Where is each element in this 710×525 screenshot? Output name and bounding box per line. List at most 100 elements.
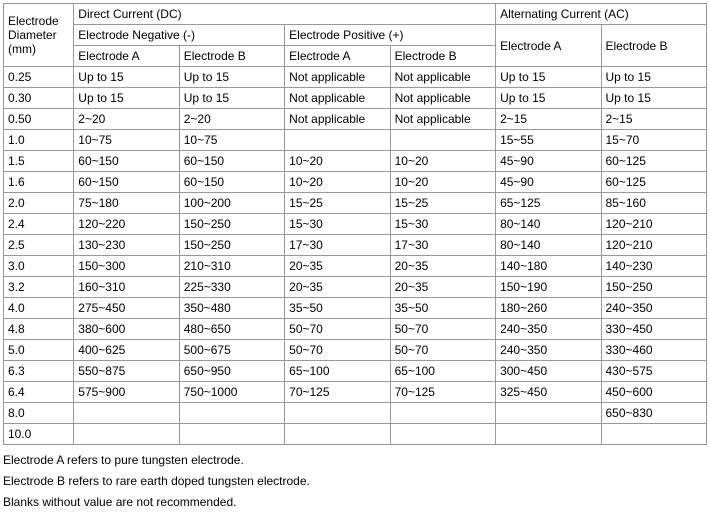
value-cell: 75~180: [74, 193, 179, 214]
value-cell: [179, 424, 284, 445]
header-negative: Electrode Negative (-): [74, 25, 285, 46]
value-cell: 650~830: [601, 403, 707, 424]
value-cell: 400~625: [74, 340, 179, 361]
value-cell: [390, 130, 495, 151]
value-cell: 10~20: [285, 172, 390, 193]
value-cell: Up to 15: [74, 88, 179, 109]
value-cell: 80~140: [496, 235, 601, 256]
value-cell: 65~125: [496, 193, 601, 214]
value-cell: 10~20: [390, 151, 495, 172]
value-cell: 350~480: [179, 298, 284, 319]
table-row: 6.3550~875650~95065~10065~100300~450430~…: [4, 361, 707, 382]
value-cell: 150~190: [496, 277, 601, 298]
table-row: 0.25Up to 15Up to 15Not applicableNot ap…: [4, 67, 707, 88]
value-cell: 325~450: [496, 382, 601, 403]
value-cell: 225~330: [179, 277, 284, 298]
header-dc: Direct Current (DC): [74, 4, 496, 25]
table-row: 0.30Up to 15Up to 15Not applicableNot ap…: [4, 88, 707, 109]
value-cell: Up to 15: [179, 67, 284, 88]
value-cell: 150~250: [601, 277, 707, 298]
value-cell: 50~70: [390, 340, 495, 361]
table-row: 1.560~15060~15010~2010~2045~9060~125: [4, 151, 707, 172]
value-cell: Up to 15: [601, 88, 707, 109]
value-cell: 550~875: [74, 361, 179, 382]
table-row: 2.075~180100~20015~2515~2565~12585~160: [4, 193, 707, 214]
note-line: Electrode A refers to pure tungsten elec…: [3, 451, 707, 470]
value-cell: Not applicable: [390, 88, 495, 109]
value-cell: 35~50: [285, 298, 390, 319]
value-cell: 45~90: [496, 172, 601, 193]
value-cell: Not applicable: [390, 109, 495, 130]
value-cell: Not applicable: [285, 67, 390, 88]
value-cell: [74, 403, 179, 424]
value-cell: [496, 403, 601, 424]
value-cell: 160~310: [74, 277, 179, 298]
value-cell: [390, 403, 495, 424]
note-line: Blanks without value are not recommended…: [3, 493, 707, 512]
value-cell: Up to 15: [496, 67, 601, 88]
value-cell: 2~20: [179, 109, 284, 130]
value-cell: 20~35: [390, 256, 495, 277]
value-cell: 275~450: [74, 298, 179, 319]
value-cell: 430~575: [601, 361, 707, 382]
value-cell: 17~30: [285, 235, 390, 256]
value-cell: [74, 424, 179, 445]
value-cell: [390, 424, 495, 445]
value-cell: 65~100: [285, 361, 390, 382]
value-cell: 140~230: [601, 256, 707, 277]
value-cell: 15~30: [285, 214, 390, 235]
value-cell: 210~310: [179, 256, 284, 277]
value-cell: [285, 130, 390, 151]
value-cell: 17~30: [390, 235, 495, 256]
notes-section: Electrode A refers to pure tungsten elec…: [3, 451, 707, 513]
value-cell: 20~35: [285, 256, 390, 277]
value-cell: 140~180: [496, 256, 601, 277]
value-cell: 650~950: [179, 361, 284, 382]
header-ac: Alternating Current (AC): [496, 4, 707, 25]
diameter-cell: 4.8: [4, 319, 74, 340]
value-cell: 2~20: [74, 109, 179, 130]
value-cell: 150~300: [74, 256, 179, 277]
value-cell: 60~150: [74, 172, 179, 193]
table-row: 1.660~15060~15010~2010~2045~9060~125: [4, 172, 707, 193]
diameter-cell: 1.5: [4, 151, 74, 172]
value-cell: 240~350: [496, 340, 601, 361]
value-cell: 575~900: [74, 382, 179, 403]
value-cell: Up to 15: [496, 88, 601, 109]
value-cell: 100~200: [179, 193, 284, 214]
value-cell: Up to 15: [179, 88, 284, 109]
value-cell: [285, 424, 390, 445]
value-cell: 330~450: [601, 319, 707, 340]
value-cell: [496, 424, 601, 445]
value-cell: 150~250: [179, 214, 284, 235]
header-neg-ea: Electrode A: [74, 46, 179, 67]
header-diameter: Electrode Diameter (mm): [4, 4, 74, 67]
value-cell: 2~15: [496, 109, 601, 130]
diameter-cell: 0.25: [4, 67, 74, 88]
value-cell: 60~150: [74, 151, 179, 172]
value-cell: 50~70: [285, 340, 390, 361]
value-cell: 2~15: [601, 109, 707, 130]
value-cell: [285, 403, 390, 424]
value-cell: Not applicable: [285, 88, 390, 109]
table-row: 6.4575~900750~100070~12570~125325~450450…: [4, 382, 707, 403]
value-cell: 10~75: [179, 130, 284, 151]
value-cell: 450~600: [601, 382, 707, 403]
diameter-cell: 3.0: [4, 256, 74, 277]
diameter-cell: 0.50: [4, 109, 74, 130]
diameter-cell: 8.0: [4, 403, 74, 424]
value-cell: 120~210: [601, 235, 707, 256]
value-cell: 70~125: [285, 382, 390, 403]
header-ac-ea: Electrode A: [496, 25, 601, 67]
value-cell: 10~20: [285, 151, 390, 172]
value-cell: 80~140: [496, 214, 601, 235]
value-cell: 750~1000: [179, 382, 284, 403]
diameter-cell: 3.2: [4, 277, 74, 298]
value-cell: 60~150: [179, 151, 284, 172]
value-cell: 480~650: [179, 319, 284, 340]
table-body: 0.25Up to 15Up to 15Not applicableNot ap…: [4, 67, 707, 445]
table-row: 10.0: [4, 424, 707, 445]
value-cell: 330~460: [601, 340, 707, 361]
table-row: 0.502~202~20Not applicableNot applicable…: [4, 109, 707, 130]
value-cell: 35~50: [390, 298, 495, 319]
